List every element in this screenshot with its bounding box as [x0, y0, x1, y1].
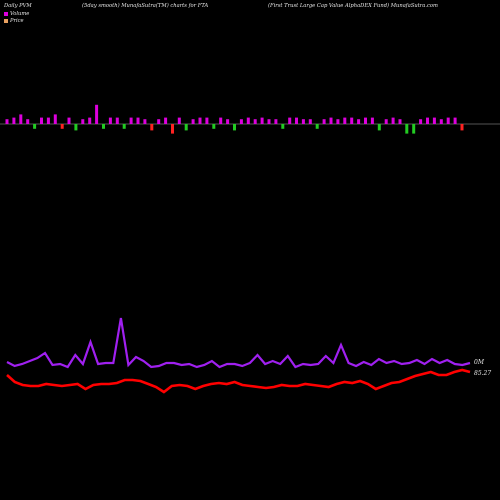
volume-bar: [191, 119, 195, 124]
volume-bar: [157, 119, 161, 124]
volume-bar: [171, 124, 174, 134]
volume-bar: [391, 117, 395, 124]
volume-bar: [357, 119, 361, 124]
volume-bar: [108, 117, 112, 124]
legend-volume-swatch: [4, 11, 8, 16]
legend-volume: Volume: [4, 11, 29, 17]
volume-bar: [288, 117, 292, 124]
volume-bar: [46, 117, 50, 124]
volume-bar: [460, 124, 464, 131]
volume-bar: [412, 124, 416, 134]
volume-bar: [53, 114, 57, 124]
volume-bar: [102, 124, 105, 129]
volume-bar: [26, 119, 30, 124]
volume-bar: [74, 124, 78, 131]
volume-bar: [295, 117, 298, 124]
volume-bar: [150, 124, 154, 131]
volume-bar: [315, 124, 319, 129]
legend-price-label: Price: [10, 18, 24, 24]
volume-bar: [453, 117, 457, 124]
volume-bar: [81, 119, 85, 124]
legend-price-swatch: [4, 18, 8, 23]
volume-bar: [239, 119, 243, 124]
volume-bar: [370, 117, 374, 124]
volume-bar: [212, 124, 216, 129]
volume-bar: [322, 119, 326, 124]
volume-bar: [12, 117, 16, 124]
volume-bar: [260, 117, 264, 124]
volume-bar: [60, 124, 64, 129]
legend-volume-label: Volume: [10, 11, 30, 17]
volume-bar: [446, 117, 450, 124]
volume-bar: [274, 119, 278, 124]
volume-bar: [350, 117, 354, 124]
chart-header-left: Daily PVM: [4, 3, 32, 9]
volume-bar: [398, 119, 402, 124]
volume-bar: [219, 117, 223, 124]
volume-bar: [122, 124, 126, 129]
price-axis-label: 85.27: [474, 370, 491, 377]
volume-bar: [267, 119, 271, 124]
volume-bar: [226, 119, 230, 124]
volume-bar: [336, 119, 340, 124]
volume-bar: [5, 119, 9, 124]
volume-bar: [405, 124, 409, 134]
volume-bar: [67, 117, 71, 124]
volume-bar: [253, 119, 257, 124]
volume-bar: [88, 117, 92, 124]
legend-price: Price: [4, 18, 24, 24]
volume-bar: [308, 119, 312, 124]
volume-bar: [246, 117, 250, 124]
volume-bar: [419, 119, 423, 124]
price-line: [6, 368, 471, 394]
volume-bar: [426, 117, 429, 124]
volume-bar: [33, 124, 37, 129]
volume-bar: [115, 117, 119, 124]
volume-bar: [129, 117, 133, 124]
volume-bar: [377, 124, 381, 131]
volume-bar: [19, 114, 23, 124]
chart-header-title: (5day smooth) MunafaSutra(TM) charts for…: [82, 3, 209, 9]
volume-bar: [384, 119, 388, 124]
volume-bar: [205, 117, 209, 124]
volume-bar: [164, 117, 168, 124]
volume-bar: [233, 124, 236, 131]
volume-line: [6, 317, 471, 369]
volume-bar: [184, 124, 188, 131]
volume-bar: [439, 119, 443, 124]
volume-bar: [329, 117, 333, 124]
volume-bar: [281, 124, 285, 129]
volume-bars: [5, 104, 464, 134]
volume-bar: [177, 117, 181, 124]
volume-bar: [40, 117, 43, 124]
volume-bar: [136, 117, 140, 124]
volume-bar: [343, 117, 347, 124]
volume-bar: [364, 117, 367, 124]
volume-bar: [432, 117, 436, 124]
volume-bar: [198, 117, 202, 124]
volume-axis-label: 0M: [474, 359, 485, 366]
volume-bar: [95, 104, 99, 124]
volume-bar: [143, 119, 147, 124]
chart-header-fund-name: (First Trust Large Cap Value AlphaDEX Fu…: [268, 3, 438, 9]
volume-bar: [301, 119, 305, 124]
